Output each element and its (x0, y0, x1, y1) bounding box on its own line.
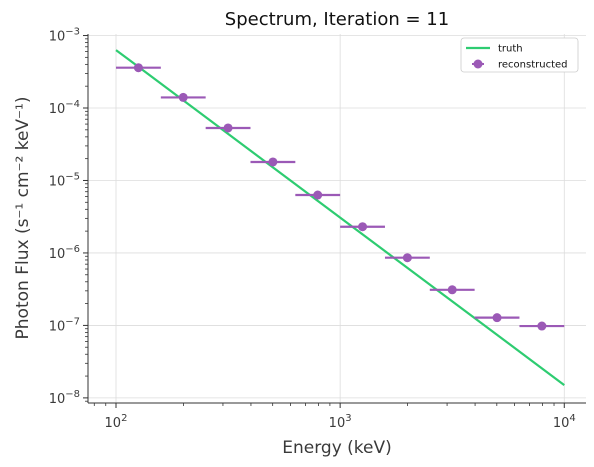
y-axis-title: Photon Flux (s⁻¹ cm⁻² keV⁻¹) (13, 97, 33, 340)
y-tick-label: 10−4 (49, 99, 80, 117)
x-axis-title: Energy (keV) (282, 438, 392, 458)
reconstructed-point (402, 253, 412, 263)
y-tick-label: 10−6 (49, 244, 80, 262)
chart-title: Spectrum, Iteration = 11 (225, 9, 449, 30)
x-tick-label: 102 (105, 413, 128, 431)
grid (88, 34, 586, 403)
reconstructed-point (133, 63, 143, 73)
reconstructed-point (178, 92, 188, 102)
legend-label: reconstructed (498, 60, 568, 71)
legend-label: truth (498, 44, 523, 55)
y-tick-label: 10−8 (49, 389, 80, 407)
x-tick-label: 103 (329, 413, 352, 431)
reconstructed-point (537, 321, 547, 331)
reconstructed-point (358, 222, 368, 232)
reconstructed-point (313, 190, 323, 200)
legend: truth reconstructed (460, 37, 579, 73)
x-tick-label: 104 (553, 413, 576, 431)
reconstructed-point (447, 285, 457, 295)
axes: 102 103 104 10−8 10−7 10−6 10−5 10−4 10−3 (49, 27, 586, 431)
y-tick-label: 10−7 (49, 316, 80, 334)
legend-box (460, 37, 579, 73)
y-tick-label: 10−3 (49, 27, 80, 45)
plot-area (115, 49, 565, 387)
truth-line (115, 49, 565, 387)
legend-swatch-reconstructed-marker (473, 59, 483, 69)
reconstructed-point (268, 157, 278, 167)
reconstructed-point (492, 313, 502, 323)
reconstructed-point (223, 123, 233, 133)
y-tick-label: 10−5 (49, 171, 80, 189)
